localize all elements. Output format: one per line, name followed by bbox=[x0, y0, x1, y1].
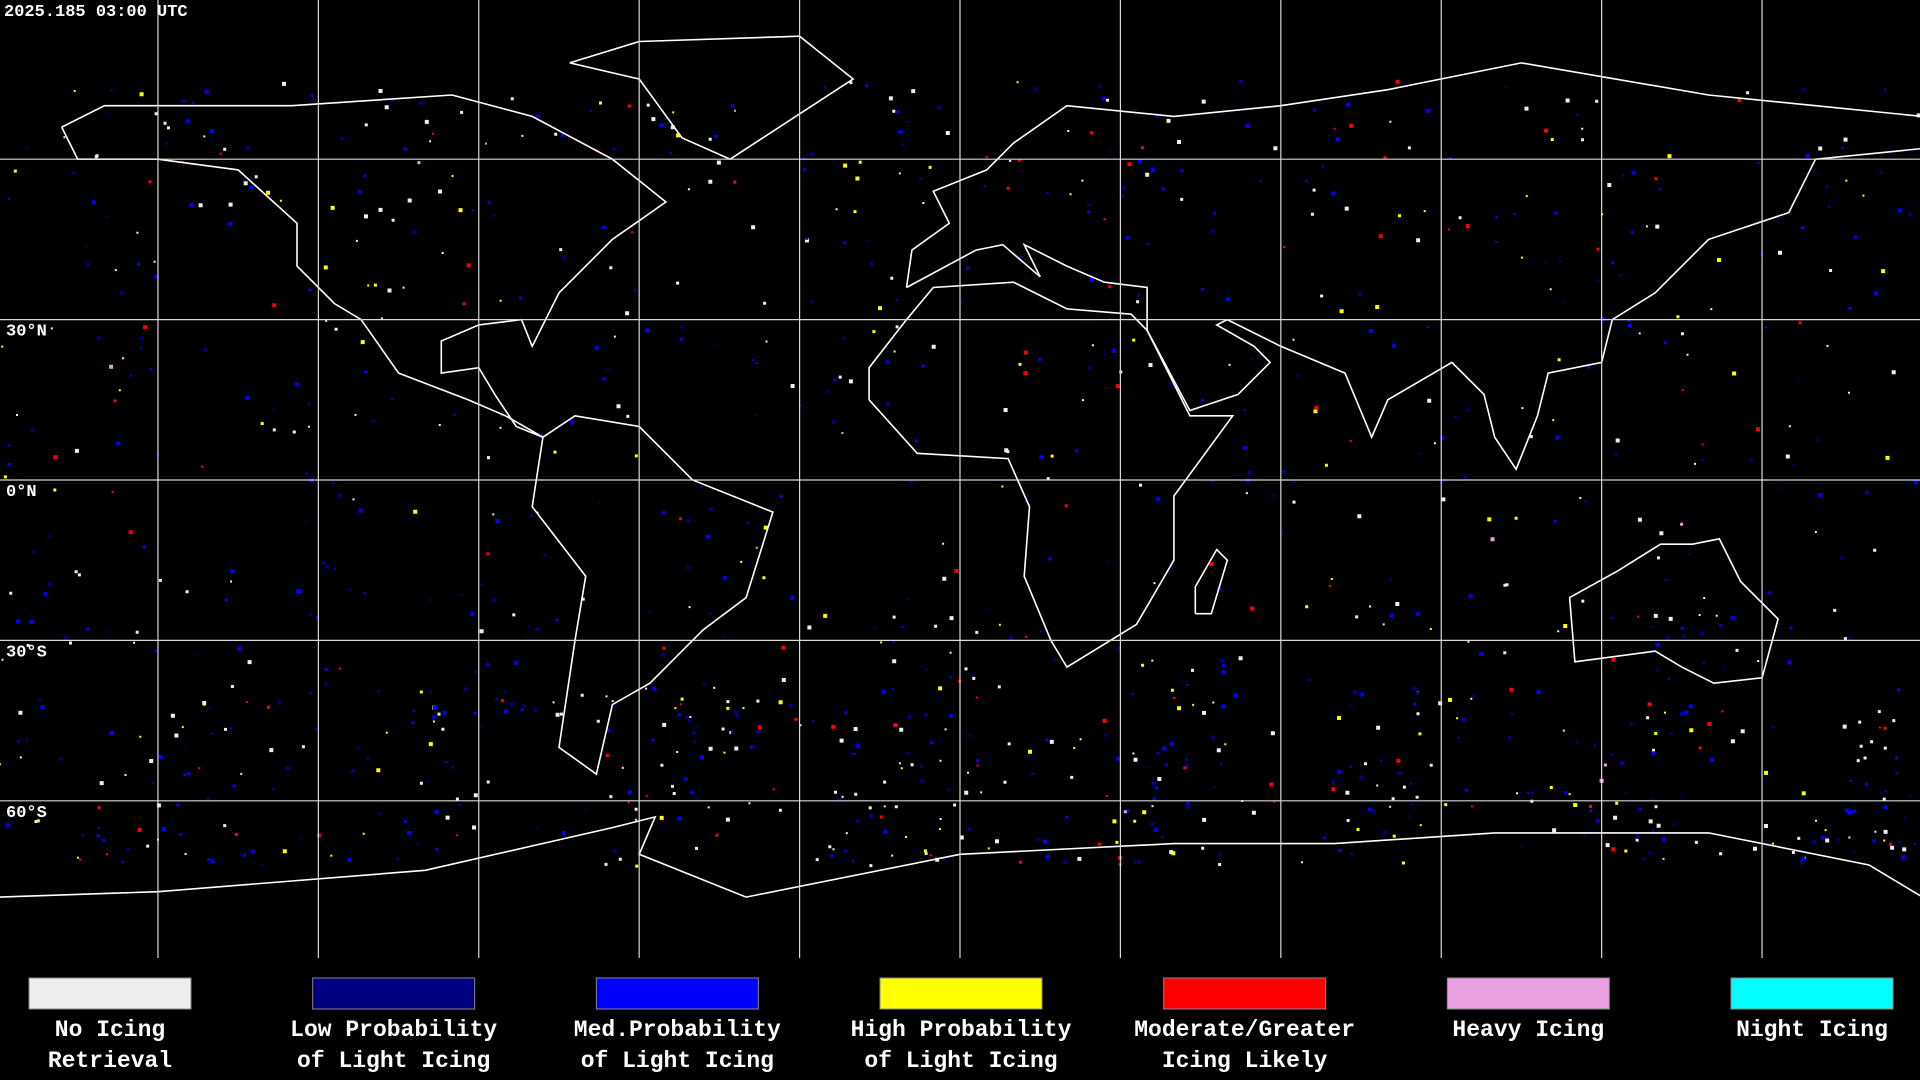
coastline bbox=[60, 94, 668, 438]
legend-label: Med.Probability bbox=[574, 1017, 781, 1043]
legend-label: Icing Likely bbox=[1162, 1048, 1328, 1074]
legend-swatch bbox=[312, 977, 476, 1010]
coastline bbox=[531, 414, 774, 776]
latitude-label: 30°N bbox=[6, 323, 47, 342]
latitude-label: 60°S bbox=[6, 804, 47, 823]
legend-label: Retrieval bbox=[48, 1048, 172, 1074]
legend-swatch bbox=[879, 977, 1043, 1010]
coastlines bbox=[0, 35, 1920, 898]
legend-swatch bbox=[28, 977, 192, 1010]
legend-label: No Icing bbox=[55, 1017, 165, 1043]
legend: No Icing Retrieval Low Probability of Light… bbox=[28, 977, 1894, 1074]
legend-swatch bbox=[595, 977, 759, 1010]
legend-swatch bbox=[1446, 977, 1610, 1010]
legend-swatch bbox=[1163, 977, 1327, 1010]
coastline bbox=[569, 35, 855, 161]
legend-label: Moderate/Greater bbox=[1134, 1017, 1355, 1043]
legend-label: Heavy Icing bbox=[1452, 1017, 1604, 1043]
latitude-labels: 30°N 0°N 30°S 60°S bbox=[6, 323, 47, 823]
legend-label: High Probability bbox=[851, 1017, 1072, 1043]
coastline bbox=[868, 281, 1235, 669]
timestamp: 2025.185 03:00 UTC bbox=[4, 3, 188, 22]
legend-swatch bbox=[1730, 977, 1894, 1010]
latitude-label: 30°S bbox=[6, 643, 47, 662]
legend-label: of Light Icing bbox=[581, 1048, 774, 1074]
coastline bbox=[1568, 537, 1779, 685]
latitude-label: 0°N bbox=[6, 483, 37, 502]
legend-label: of Light Icing bbox=[864, 1048, 1057, 1074]
graticule bbox=[0, 0, 1920, 958]
legend-label: Low Probability bbox=[290, 1017, 497, 1043]
legend-label: Night Icing bbox=[1736, 1017, 1888, 1043]
coastline bbox=[905, 62, 1920, 472]
coastline bbox=[1194, 548, 1229, 615]
coastline bbox=[0, 815, 1920, 898]
legend-label: of Light Icing bbox=[297, 1048, 490, 1074]
